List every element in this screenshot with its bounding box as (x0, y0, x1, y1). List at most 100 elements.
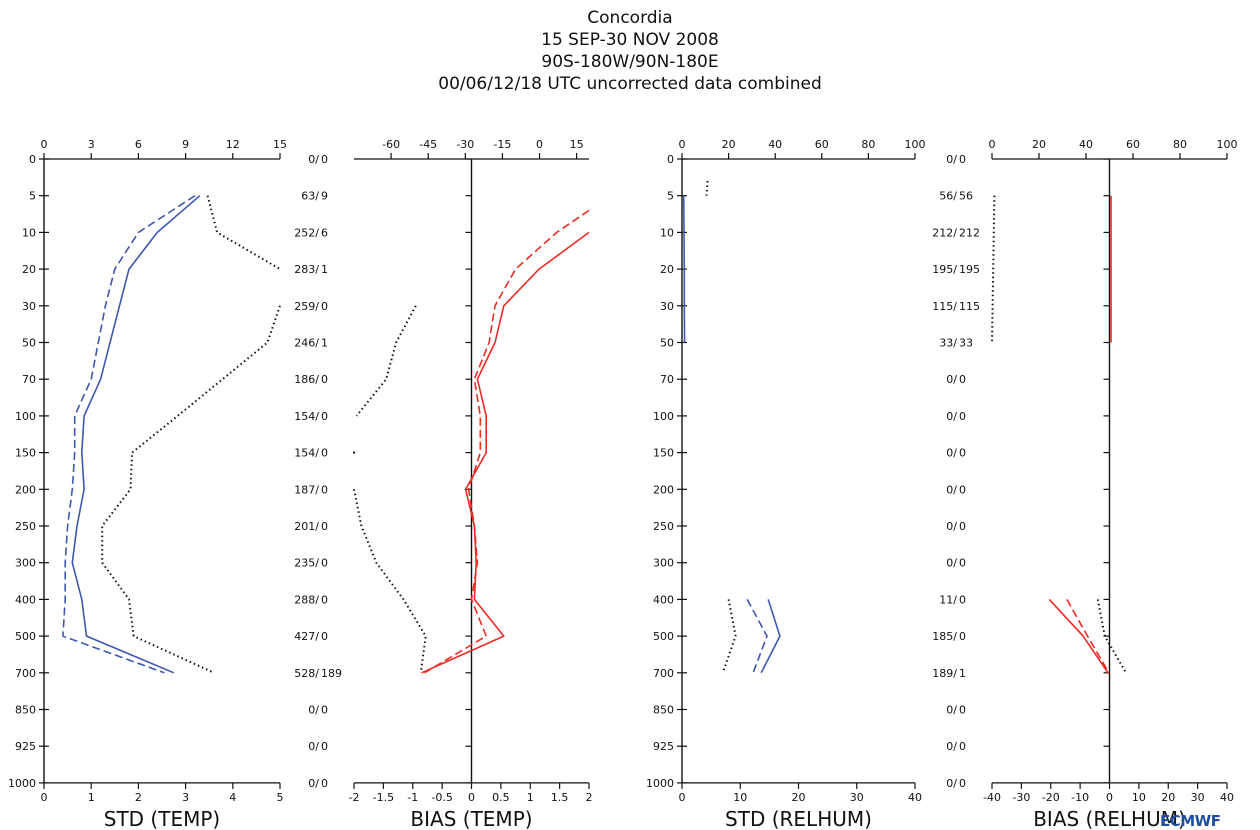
std_temp-level-label: 500 (15, 630, 36, 643)
std_temp-bottom-tick-label: 1 (88, 791, 95, 804)
std_relhum-level-label: 100 (653, 410, 674, 423)
bias_relhum-count-label: 195/ (932, 263, 957, 276)
bias_temp-count-value: 0 (321, 520, 328, 533)
std_relhum-level-label: 150 (653, 447, 674, 460)
bias_temp-count-value: 0 (321, 593, 328, 606)
bias_temp-bottom-tick-label: 1 (527, 791, 534, 804)
std_relhum-level-label: 70 (660, 373, 674, 386)
bias_relhum-bottom-tick-label: -40 (983, 791, 1001, 804)
bias_temp-count-label: 0/ (308, 740, 319, 753)
bias_relhum-count-label: 33/ (939, 337, 957, 350)
bias_relhum-count-value: 115 (959, 300, 980, 313)
std_relhum-level-label: 5 (667, 190, 674, 203)
std_relhum-top-tick-label: 20 (722, 138, 736, 151)
bias_temp-count-value: 9 (321, 190, 328, 203)
std_relhum-level-label: 50 (660, 337, 674, 350)
bias_relhum-count-label: 0/ (946, 740, 957, 753)
bias_temp-count-label: 186/ (294, 373, 319, 386)
bias_temp-bottom-tick-label: -0.5 (431, 791, 452, 804)
bias_relhum-series-line-dashed (1066, 599, 1110, 674)
bias_relhum-count-value: 33 (959, 337, 973, 350)
bias_temp-series-line-dotted (355, 305, 417, 417)
bias_relhum-top-tick-label: 0 (989, 138, 996, 151)
bias_relhum-bottom-tick-label: 40 (1220, 791, 1234, 804)
bias_temp-count-value: 0 (321, 777, 328, 790)
std_relhum-top-tick-label: 60 (815, 138, 829, 151)
bias_temp-count-value: 1 (321, 337, 328, 350)
std_temp-top-tick-label: 6 (135, 138, 142, 151)
std_relhum-level-label: 10 (660, 226, 674, 239)
std_relhum-level-label: 0 (667, 153, 674, 166)
bias_temp-count-label: 528/ (294, 667, 319, 680)
bias_temp-count-value: 0 (321, 447, 328, 460)
std_relhum-level-label: 500 (653, 630, 674, 643)
bias_temp-series-line-solid (421, 231, 590, 674)
std_relhum-top-tick-label: 40 (768, 138, 782, 151)
bias_relhum-top-tick-label: 60 (1126, 138, 1140, 151)
bias_temp-count-value: 0 (321, 630, 328, 643)
bias_relhum-count-value: 0 (959, 483, 966, 496)
std_relhum-bottom-tick-label: 20 (792, 791, 806, 804)
std_relhum-x-label: STD (RELHUM) (725, 807, 872, 830)
bias_temp-count-label: 283/ (294, 263, 319, 276)
std_temp-level-label: 10 (22, 226, 36, 239)
bias_relhum-count-value: 0 (959, 520, 966, 533)
bias_relhum-count-label: 212/ (932, 226, 957, 239)
bias_relhum-count-label: 0/ (946, 483, 957, 496)
std_temp-series-line-dotted (206, 195, 281, 270)
bias_relhum-top-tick-label: 80 (1173, 138, 1187, 151)
bias_relhum-count-label: 56/ (939, 190, 957, 203)
bias_relhum-bottom-tick-label: 0 (1106, 791, 1113, 804)
bias_temp-bottom-tick-label: 2 (586, 791, 593, 804)
std_relhum-level-label: 700 (653, 667, 674, 680)
std_relhum-level-label: 30 (660, 300, 674, 313)
std_relhum-series-line-dotted (705, 180, 709, 196)
std_relhum-bottom-tick-label: 30 (850, 791, 864, 804)
std_temp-top-tick-label: 15 (273, 138, 287, 151)
std_relhum-top-tick-label: 100 (905, 138, 926, 151)
std_relhum-bottom-tick-label: 0 (679, 791, 686, 804)
bias_temp-count-value: 6 (321, 226, 328, 239)
std_temp-level-label: 20 (22, 263, 36, 276)
bias_temp-count-label: 259/ (294, 300, 319, 313)
bias_temp-top-tick-label: 15 (570, 138, 584, 151)
std_relhum-series-line-dotted (721, 599, 737, 674)
bias_relhum-bottom-tick-label: -30 (1012, 791, 1030, 804)
bias_temp-count-label: 154/ (294, 410, 319, 423)
bias_temp-series-line-dotted (353, 489, 427, 673)
std_temp-series-line-dotted (101, 305, 281, 674)
std_temp-level-label: 150 (15, 447, 36, 460)
ecmwf-logo: ECMWF (1160, 812, 1221, 830)
std_temp-level-label: 1000 (8, 777, 36, 790)
std_temp-level-label: 700 (15, 667, 36, 680)
bias_relhum-count-value: 0 (959, 447, 966, 460)
bias_temp-count-label: 252/ (294, 226, 319, 239)
std_relhum-top-tick-label: 0 (679, 138, 686, 151)
bias_temp-count-value: 1 (321, 263, 328, 276)
std_temp-bottom-tick-label: 5 (277, 791, 284, 804)
std_temp-top-tick-label: 0 (41, 138, 48, 151)
bias_relhum-count-value: 0 (959, 593, 966, 606)
std_temp-top-tick-label: 9 (182, 138, 189, 151)
bias_relhum-bottom-tick-label: -10 (1071, 791, 1089, 804)
chart-period: 15 SEP-30 NOV 2008 (541, 30, 719, 50)
std_temp-level-label: 0 (29, 153, 36, 166)
bias_temp-count-label: 187/ (294, 483, 319, 496)
bias_temp-count-value: 0 (321, 483, 328, 496)
bias_relhum-count-label: 0/ (946, 447, 957, 460)
bias_relhum-count-value: 0 (959, 373, 966, 386)
bias_relhum-series-line-dotted (1096, 599, 1127, 674)
std_temp-level-label: 70 (22, 373, 36, 386)
bias_temp-top-tick-label: -60 (382, 138, 400, 151)
std_temp-series-line-solid (71, 195, 201, 674)
bias_relhum-count-value: 1 (959, 667, 966, 680)
bias_temp-count-label: 63/ (301, 190, 319, 203)
bias_temp-count-label: 201/ (294, 520, 319, 533)
std_relhum-level-label: 850 (653, 704, 674, 717)
bias_relhum-bottom-tick-label: -20 (1042, 791, 1060, 804)
std_relhum-level-label: 300 (653, 557, 674, 570)
std_temp-bottom-tick-label: 3 (182, 791, 189, 804)
bias_temp-top-tick-label: -30 (456, 138, 474, 151)
std_temp-level-label: 300 (15, 557, 36, 570)
